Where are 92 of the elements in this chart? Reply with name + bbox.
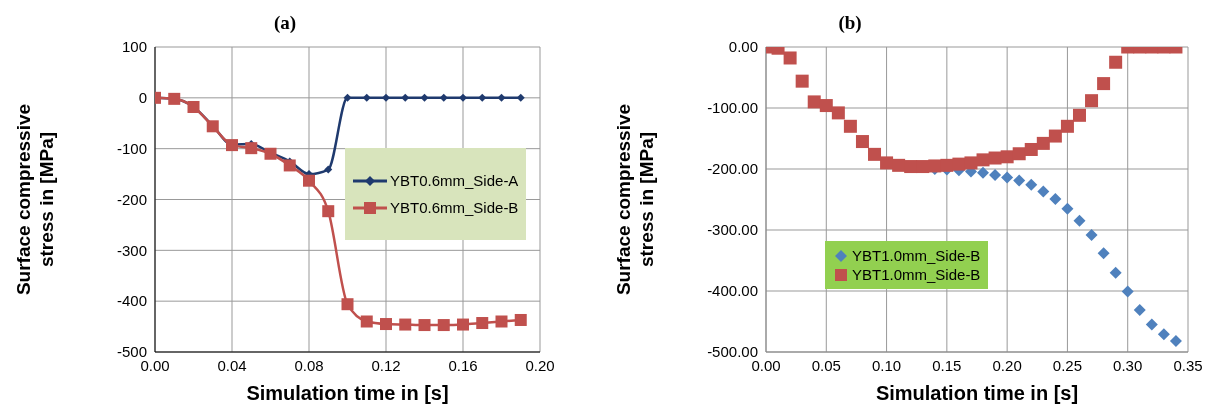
point xyxy=(495,315,508,328)
point xyxy=(399,318,412,331)
point xyxy=(1121,285,1134,298)
chart-title: (a) xyxy=(272,12,298,34)
y-tick-label: -300.00 xyxy=(707,221,758,239)
point xyxy=(1169,335,1182,348)
point xyxy=(418,319,431,332)
x-tick-label: 0.10 xyxy=(871,356,902,374)
y-tick-label: -300 xyxy=(116,241,147,259)
point xyxy=(516,93,525,102)
point xyxy=(360,315,373,328)
point xyxy=(1072,108,1086,122)
point xyxy=(819,99,833,113)
legend-label: YBT1.0mm_Side-B xyxy=(852,247,981,264)
chart-title: (b) xyxy=(837,12,863,34)
point xyxy=(459,93,467,102)
point xyxy=(457,318,469,331)
point xyxy=(1109,266,1122,279)
point xyxy=(1060,119,1074,133)
point xyxy=(783,51,797,65)
point xyxy=(989,169,1002,182)
point xyxy=(322,205,335,218)
point xyxy=(855,135,869,149)
point xyxy=(497,93,506,102)
y-axis-title: Surface compressive stress in [MPa] xyxy=(13,103,57,296)
point xyxy=(514,313,527,326)
y-tick-label: -400.00 xyxy=(707,282,758,300)
x-tick-label: 0.20 xyxy=(992,356,1022,374)
point xyxy=(324,165,333,174)
point xyxy=(439,93,448,102)
legend-label: YBT1.0mm_Side-B xyxy=(852,266,981,283)
x-axis-title: Simulation time in [s] xyxy=(875,382,1079,404)
point xyxy=(1073,214,1086,227)
x-tick-label: 0.05 xyxy=(811,356,841,374)
point xyxy=(1133,303,1146,316)
x-tick-label: 0.08 xyxy=(294,356,324,374)
point xyxy=(283,159,296,172)
point xyxy=(880,156,894,170)
x-tick-label: 0.15 xyxy=(932,356,962,374)
point xyxy=(1036,136,1050,150)
point xyxy=(420,93,429,102)
y-tick-label: -100 xyxy=(116,139,147,157)
x-tick-label: 0.30 xyxy=(1113,356,1143,374)
point xyxy=(1061,202,1074,215)
y-tick-label: 100 xyxy=(121,38,147,56)
point xyxy=(1157,328,1170,341)
x-tick-label: 0.25 xyxy=(1052,356,1083,374)
point xyxy=(343,93,352,102)
point xyxy=(1025,178,1038,191)
x-tick-label: 0.04 xyxy=(217,356,247,374)
y-tick-label: -200.00 xyxy=(707,160,758,178)
y-tick-label: -100.00 xyxy=(707,99,758,117)
point xyxy=(380,318,392,331)
point xyxy=(1097,247,1110,260)
y-axis-title: Surface compressive stress in [MPa] xyxy=(613,103,657,296)
point xyxy=(1037,185,1050,198)
point xyxy=(1145,318,1158,331)
point xyxy=(362,93,371,102)
legend-label: YBT0.6mm_Side-B xyxy=(390,199,519,216)
point xyxy=(1109,55,1123,69)
point xyxy=(476,317,489,330)
point xyxy=(382,93,390,102)
point xyxy=(401,93,410,102)
point xyxy=(1049,192,1062,205)
point xyxy=(1013,174,1026,187)
point xyxy=(245,142,258,155)
y-tick-label: -400 xyxy=(116,292,147,310)
point xyxy=(303,174,315,187)
y-tick-label: 0 xyxy=(138,89,147,107)
point xyxy=(1048,129,1062,143)
point xyxy=(437,319,450,332)
point xyxy=(807,95,821,109)
point xyxy=(341,298,354,311)
x-tick-label: 0.12 xyxy=(371,356,401,374)
point xyxy=(1024,142,1038,156)
y-tick-label: 0.00 xyxy=(728,38,758,56)
point xyxy=(831,106,845,120)
x-tick-label: 0.20 xyxy=(525,356,555,374)
point xyxy=(1085,94,1099,108)
point xyxy=(843,119,857,133)
point xyxy=(478,93,487,102)
point xyxy=(1085,228,1098,241)
point xyxy=(1001,171,1014,184)
legend-label: YBT0.6mm_Side-A xyxy=(390,172,519,189)
point xyxy=(795,74,809,88)
point xyxy=(977,166,990,179)
x-tick-label: 0.16 xyxy=(448,356,478,374)
x-tick-label: 0.35 xyxy=(1173,356,1203,374)
point xyxy=(868,147,882,161)
point xyxy=(1097,77,1111,91)
x-axis-title: Simulation time in [s] xyxy=(246,382,449,404)
y-tick-label: -200 xyxy=(116,190,147,208)
